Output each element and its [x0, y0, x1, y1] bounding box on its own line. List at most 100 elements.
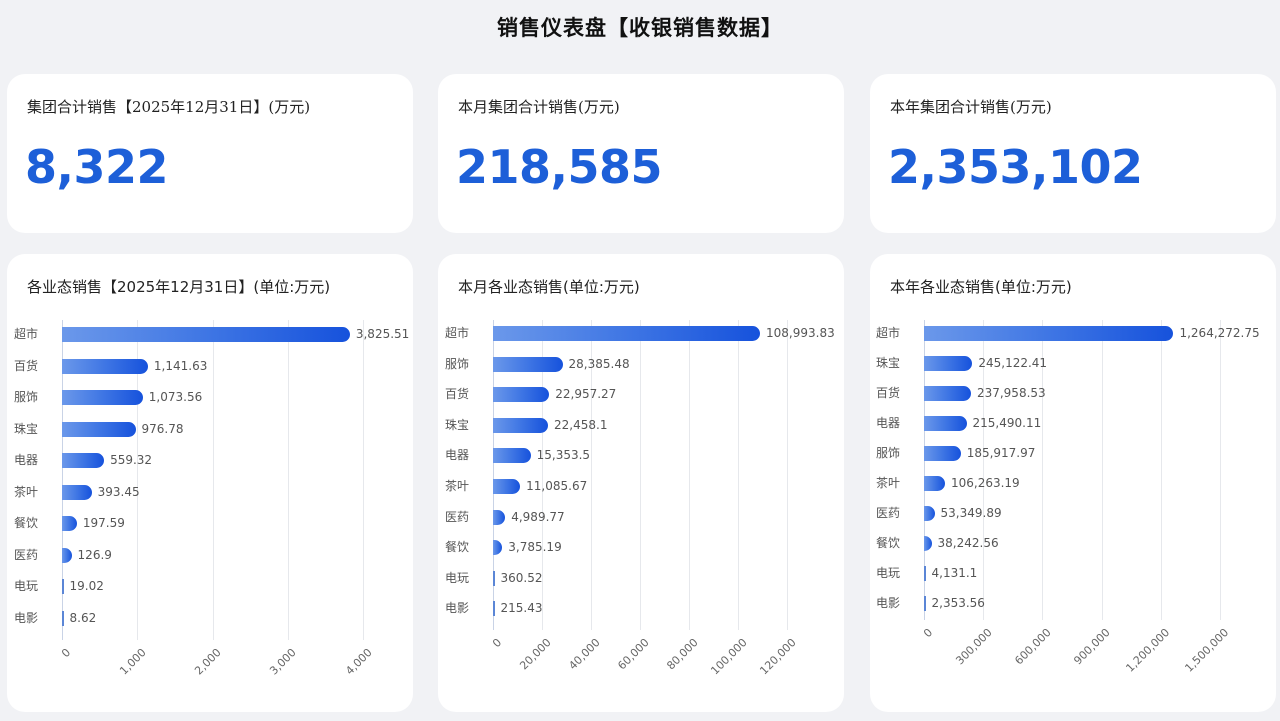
- bar[interactable]: [493, 356, 563, 372]
- category-label: 电器: [14, 453, 39, 467]
- bar[interactable]: [493, 326, 761, 341]
- x-tick-label: 4,000: [342, 646, 375, 678]
- category-label: 茶叶: [14, 484, 39, 499]
- bar-value-label: 245,122.41: [978, 356, 1048, 370]
- kpi-value: 8,322: [25, 140, 169, 194]
- bar-value-label: 19.02: [69, 579, 104, 593]
- bar-value-label: 4,131.1: [931, 566, 978, 580]
- bar-value-label: 1,141.63: [153, 358, 208, 373]
- bar[interactable]: [62, 610, 64, 626]
- bar-value-label: 237,958.53: [976, 386, 1046, 400]
- category-label: 医药: [876, 506, 901, 520]
- category-label: 百货: [876, 386, 901, 400]
- category-label: 餐饮: [876, 536, 901, 550]
- bar[interactable]: [62, 358, 148, 374]
- bar-value-label: 1,073.56: [148, 390, 203, 404]
- bar[interactable]: [493, 479, 521, 494]
- bar[interactable]: [924, 356, 973, 371]
- category-label: 餐饮: [445, 540, 470, 555]
- bar[interactable]: [62, 453, 105, 468]
- category-label: 珠宝: [445, 417, 470, 432]
- bar[interactable]: [493, 509, 506, 525]
- category-label: 服饰: [14, 390, 39, 404]
- gridline: [212, 320, 214, 640]
- category-label: 电玩: [14, 579, 39, 593]
- gridline: [640, 320, 641, 630]
- gridline: [689, 320, 690, 630]
- chart-card-yearly: 本年各业态销售(单位:万元) 0 300,000 600,000 900,000 1,2…: [870, 254, 1276, 712]
- category-label: 珠宝: [14, 421, 39, 436]
- x-tick-label: 0: [921, 626, 936, 641]
- bar[interactable]: [493, 448, 531, 464]
- kpi-card-monthly: 本月集团合计销售(万元) 218,585: [438, 74, 844, 233]
- bar-value-label: 53,349.89: [940, 506, 1002, 520]
- x-tick-label: 1,500,000: [1182, 626, 1232, 675]
- gridline: [363, 320, 364, 640]
- bar[interactable]: [924, 476, 945, 491]
- bar-value-label: 126.9: [77, 547, 112, 562]
- category-label: 服饰: [445, 356, 470, 371]
- bar[interactable]: [62, 547, 72, 563]
- category-label: 电影: [876, 596, 901, 610]
- bar[interactable]: [493, 417, 549, 433]
- bar[interactable]: [924, 326, 1174, 341]
- bar[interactable]: [62, 390, 143, 405]
- x-tick-label: 20,000: [516, 636, 554, 673]
- gridline: [1160, 320, 1162, 620]
- category-label: 电影: [14, 610, 39, 625]
- chart-title: 本年各业态销售(单位:万元): [890, 278, 1072, 296]
- bar[interactable]: [62, 579, 64, 594]
- bar-value-label: 3,825.51: [355, 327, 410, 341]
- category-label: 超市: [14, 327, 39, 341]
- kpi-value: 2,353,102: [888, 140, 1143, 194]
- bar[interactable]: [493, 570, 495, 586]
- x-tick-label: 2,000: [192, 646, 224, 678]
- gridline: [542, 320, 543, 630]
- bar-value-label: 11,085.67: [526, 479, 588, 493]
- category-label: 珠宝: [876, 356, 901, 370]
- bar[interactable]: [493, 387, 550, 403]
- category-label: 电影: [445, 601, 470, 616]
- x-tick-label: 40,000: [565, 636, 603, 673]
- bar-value-label: 197.59: [82, 516, 125, 530]
- gridline: [1220, 320, 1221, 620]
- bar[interactable]: [493, 601, 495, 617]
- bar[interactable]: [924, 536, 932, 551]
- chart-card-monthly: 本月各业态销售(单位:万元) 0 20,000 40,000 60,000 80,000…: [438, 254, 844, 712]
- bar[interactable]: [924, 446, 961, 461]
- category-label: 百货: [445, 387, 470, 402]
- gridline: [287, 320, 289, 640]
- chart-title: 本月各业态销售(单位:万元): [458, 278, 640, 296]
- x-tick-label: 1,000: [116, 646, 149, 678]
- kpi-label: 集团合计销售【2025年12月31日】(万元): [27, 98, 311, 116]
- bar-value-label: 559.32: [110, 453, 153, 467]
- bar[interactable]: [924, 596, 926, 611]
- category-label: 医药: [14, 547, 39, 562]
- bar[interactable]: [924, 506, 935, 521]
- category-label: 服饰: [876, 446, 901, 460]
- bar[interactable]: [62, 484, 92, 500]
- bar-value-label: 393.45: [97, 484, 140, 499]
- bar[interactable]: [62, 421, 136, 437]
- bar-value-label: 106,263.19: [950, 476, 1020, 490]
- bar[interactable]: [924, 386, 971, 401]
- bar[interactable]: [493, 540, 503, 556]
- bar-value-label: 8.62: [69, 610, 97, 625]
- category-label: 超市: [876, 326, 901, 340]
- x-tick-label: 3,000: [267, 646, 299, 678]
- x-tick-label: 0: [490, 636, 505, 651]
- bar[interactable]: [924, 566, 926, 581]
- kpi-card-daily: 集团合计销售【2025年12月31日】(万元) 8,322: [7, 74, 413, 233]
- bar[interactable]: [62, 516, 77, 531]
- bar-value-label: 108,993.83: [766, 326, 835, 340]
- gridline: [983, 320, 985, 620]
- bar[interactable]: [62, 327, 350, 342]
- x-tick-label: 60,000: [614, 636, 652, 673]
- gridline: [1042, 320, 1044, 620]
- bar-value-label: 38,242.56: [937, 536, 999, 550]
- bar-value-label: 15,353.5: [536, 448, 591, 463]
- bar[interactable]: [924, 416, 967, 431]
- y-axis-line: [62, 320, 63, 640]
- x-tick-label: 120,000: [756, 636, 799, 678]
- chart-card-daily: 各业态销售【2025年12月31日】(单位:万元) 0 1,000 2,000 3,0…: [7, 254, 413, 712]
